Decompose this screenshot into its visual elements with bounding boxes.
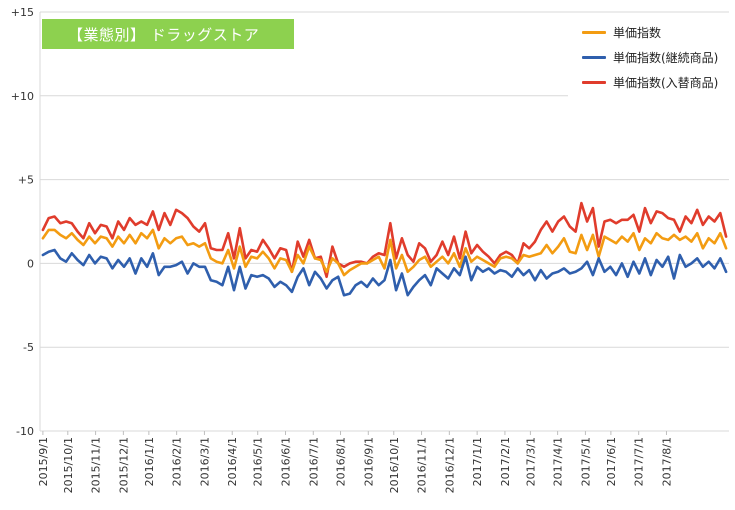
legend-label-replacement: 単価指数(入替商品) <box>613 75 719 90</box>
x-tick-label: 2017/8/1 <box>660 437 673 486</box>
x-tick-label: 2015/12/1 <box>117 437 130 493</box>
x-tick-label: 2016/6/1 <box>279 437 292 486</box>
legend-label-unit-price: 単価指数 <box>613 25 662 40</box>
x-tick-label: 2016/1/1 <box>143 437 156 486</box>
legend-item-continuing: 単価指数(継続商品) <box>582 49 718 65</box>
y-tick-label: +10 <box>11 90 34 103</box>
x-tick-label: 2015/11/1 <box>90 437 103 493</box>
legend-swatch-replacement <box>582 80 606 84</box>
y-tick-label: -5 <box>23 341 34 354</box>
x-tick-label: 2016/10/1 <box>388 437 401 493</box>
series-line-replacement <box>41 201 728 279</box>
x-tick-label: 2016/2/1 <box>171 437 184 486</box>
x-tick-label: 2015/10/1 <box>62 437 75 493</box>
x-tick-label: 2017/6/1 <box>605 437 618 486</box>
legend: 単価指数 単価指数(継続商品) 単価指数(入替商品) <box>568 16 734 98</box>
legend-item-replacement: 単価指数(入替商品) <box>582 74 718 90</box>
legend-item-unit-price: 単価指数 <box>582 24 661 40</box>
x-tick-label: 2016/8/1 <box>334 437 347 486</box>
x-tick-label: 2016/3/1 <box>198 437 211 486</box>
series-line-continuing <box>41 248 728 297</box>
x-tick-label: 2017/2/1 <box>499 437 512 486</box>
x-tick-label: 2017/1/1 <box>471 437 484 486</box>
x-tick-label: 2017/5/1 <box>579 437 592 486</box>
x-tick-label: 2016/5/1 <box>252 437 265 486</box>
x-tick-label: 2017/4/1 <box>552 437 565 486</box>
y-tick-label: -10 <box>16 425 34 438</box>
x-tick-label: 2016/4/1 <box>226 437 239 486</box>
chart-title-badge: 【業態別】 ドラッグストア <box>42 19 294 49</box>
legend-label-continuing: 単価指数(継続商品) <box>613 50 719 65</box>
y-axis-tick-labels: -10 -5 0 +5 +10 +15 <box>11 6 34 438</box>
x-tick-label: 2016/12/1 <box>443 437 456 493</box>
y-tick-label: 0 <box>27 257 34 270</box>
x-tick-label: 2016/7/1 <box>307 437 320 486</box>
y-tick-label: +15 <box>11 6 34 19</box>
y-tick-label: +5 <box>18 174 34 187</box>
x-tick-label: 2016/11/1 <box>416 437 429 493</box>
series-lines <box>41 201 728 297</box>
x-tick-label: 2016/9/1 <box>362 437 375 486</box>
x-axis-tick-labels: 2015/9/1 2015/10/1 2015/11/1 2015/12/1 2016/… <box>37 437 674 493</box>
x-tick-label: 2017/3/1 <box>524 437 537 486</box>
x-tick-label: 2015/9/1 <box>37 437 50 486</box>
x-tick-label: 2017/7/1 <box>633 437 646 486</box>
series-line-unit-price <box>41 228 728 277</box>
legend-swatch-unit-price <box>582 30 606 34</box>
legend-swatch-continuing <box>582 55 606 59</box>
